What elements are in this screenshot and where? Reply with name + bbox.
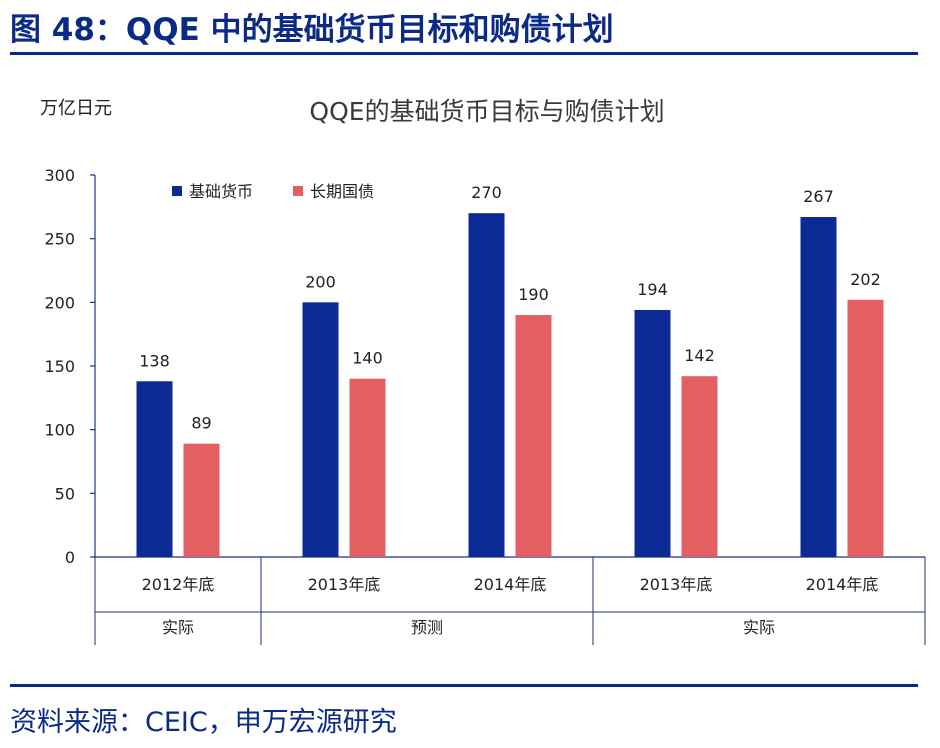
y-tick-label: 150 <box>44 357 75 376</box>
base-money-bar <box>136 381 173 557</box>
jgb-value-label: 142 <box>684 346 715 365</box>
figure-title: 图 48：QQE 中的基础货币目标和购债计划 <box>10 12 614 48</box>
source-divider <box>10 684 918 687</box>
x-group-label: 预测 <box>411 618 443 637</box>
jgb-bar <box>515 315 552 557</box>
base-money-value-label: 200 <box>305 272 336 291</box>
jgb-value-label: 202 <box>850 270 881 289</box>
y-tick-label: 50 <box>55 484 75 503</box>
x-category-label: 2013年底 <box>640 575 713 594</box>
jgb-value-label: 190 <box>518 285 549 304</box>
x-group-label: 实际 <box>743 618 775 637</box>
legend-swatch <box>172 186 182 196</box>
jgb-bar <box>183 443 220 557</box>
legend-swatch <box>293 186 303 196</box>
x-category-label: 2013年底 <box>308 575 381 594</box>
x-category-label: 2014年底 <box>474 575 547 594</box>
x-group-label: 实际 <box>162 618 194 637</box>
jgb-bar <box>349 378 386 557</box>
chart-axes: 0 50 100 150 200 250 300 <box>44 166 925 567</box>
y-axis-unit-label: 万亿日元 <box>40 98 112 119</box>
legend-label: 长期国债 <box>310 182 374 201</box>
y-tick-label: 250 <box>44 230 75 249</box>
bar-chart: QQE的基础货币目标与购债计划 万亿日元 050100150200250300 … <box>40 97 926 645</box>
y-tick-label: 300 <box>44 166 75 185</box>
base-money-value-label: 267 <box>803 187 834 206</box>
source-note: 资料来源：CEIC，申万宏源研究 <box>10 707 397 738</box>
legend-label: 基础货币 <box>189 182 253 201</box>
x-category-label: 2014年底 <box>806 575 879 594</box>
base-money-value-label: 270 <box>471 183 502 202</box>
jgb-bar <box>681 376 718 557</box>
base-money-bar <box>302 302 339 557</box>
jgb-bar <box>847 299 884 557</box>
jgb-value-label: 140 <box>352 349 383 368</box>
base-money-value-label: 138 <box>139 351 170 370</box>
base-money-bar <box>468 213 505 557</box>
y-tick-label: 200 <box>44 293 75 312</box>
title-divider <box>10 52 918 55</box>
y-tick-label: 100 <box>44 421 75 440</box>
chart-bars: 138 200 270 194 267 89 140 190 142 202 <box>136 183 884 557</box>
x-category-label: 2012年底 <box>142 575 215 594</box>
chart-legend: 基础货币 长期国债 <box>172 182 374 201</box>
jgb-value-label: 89 <box>191 414 211 433</box>
base-money-value-label: 194 <box>637 280 668 299</box>
base-money-bar <box>800 217 837 557</box>
y-tick-label: 0 <box>65 548 75 567</box>
base-money-bar <box>634 309 671 557</box>
chart-title: QQE的基础货币目标与购债计划 <box>309 97 664 126</box>
